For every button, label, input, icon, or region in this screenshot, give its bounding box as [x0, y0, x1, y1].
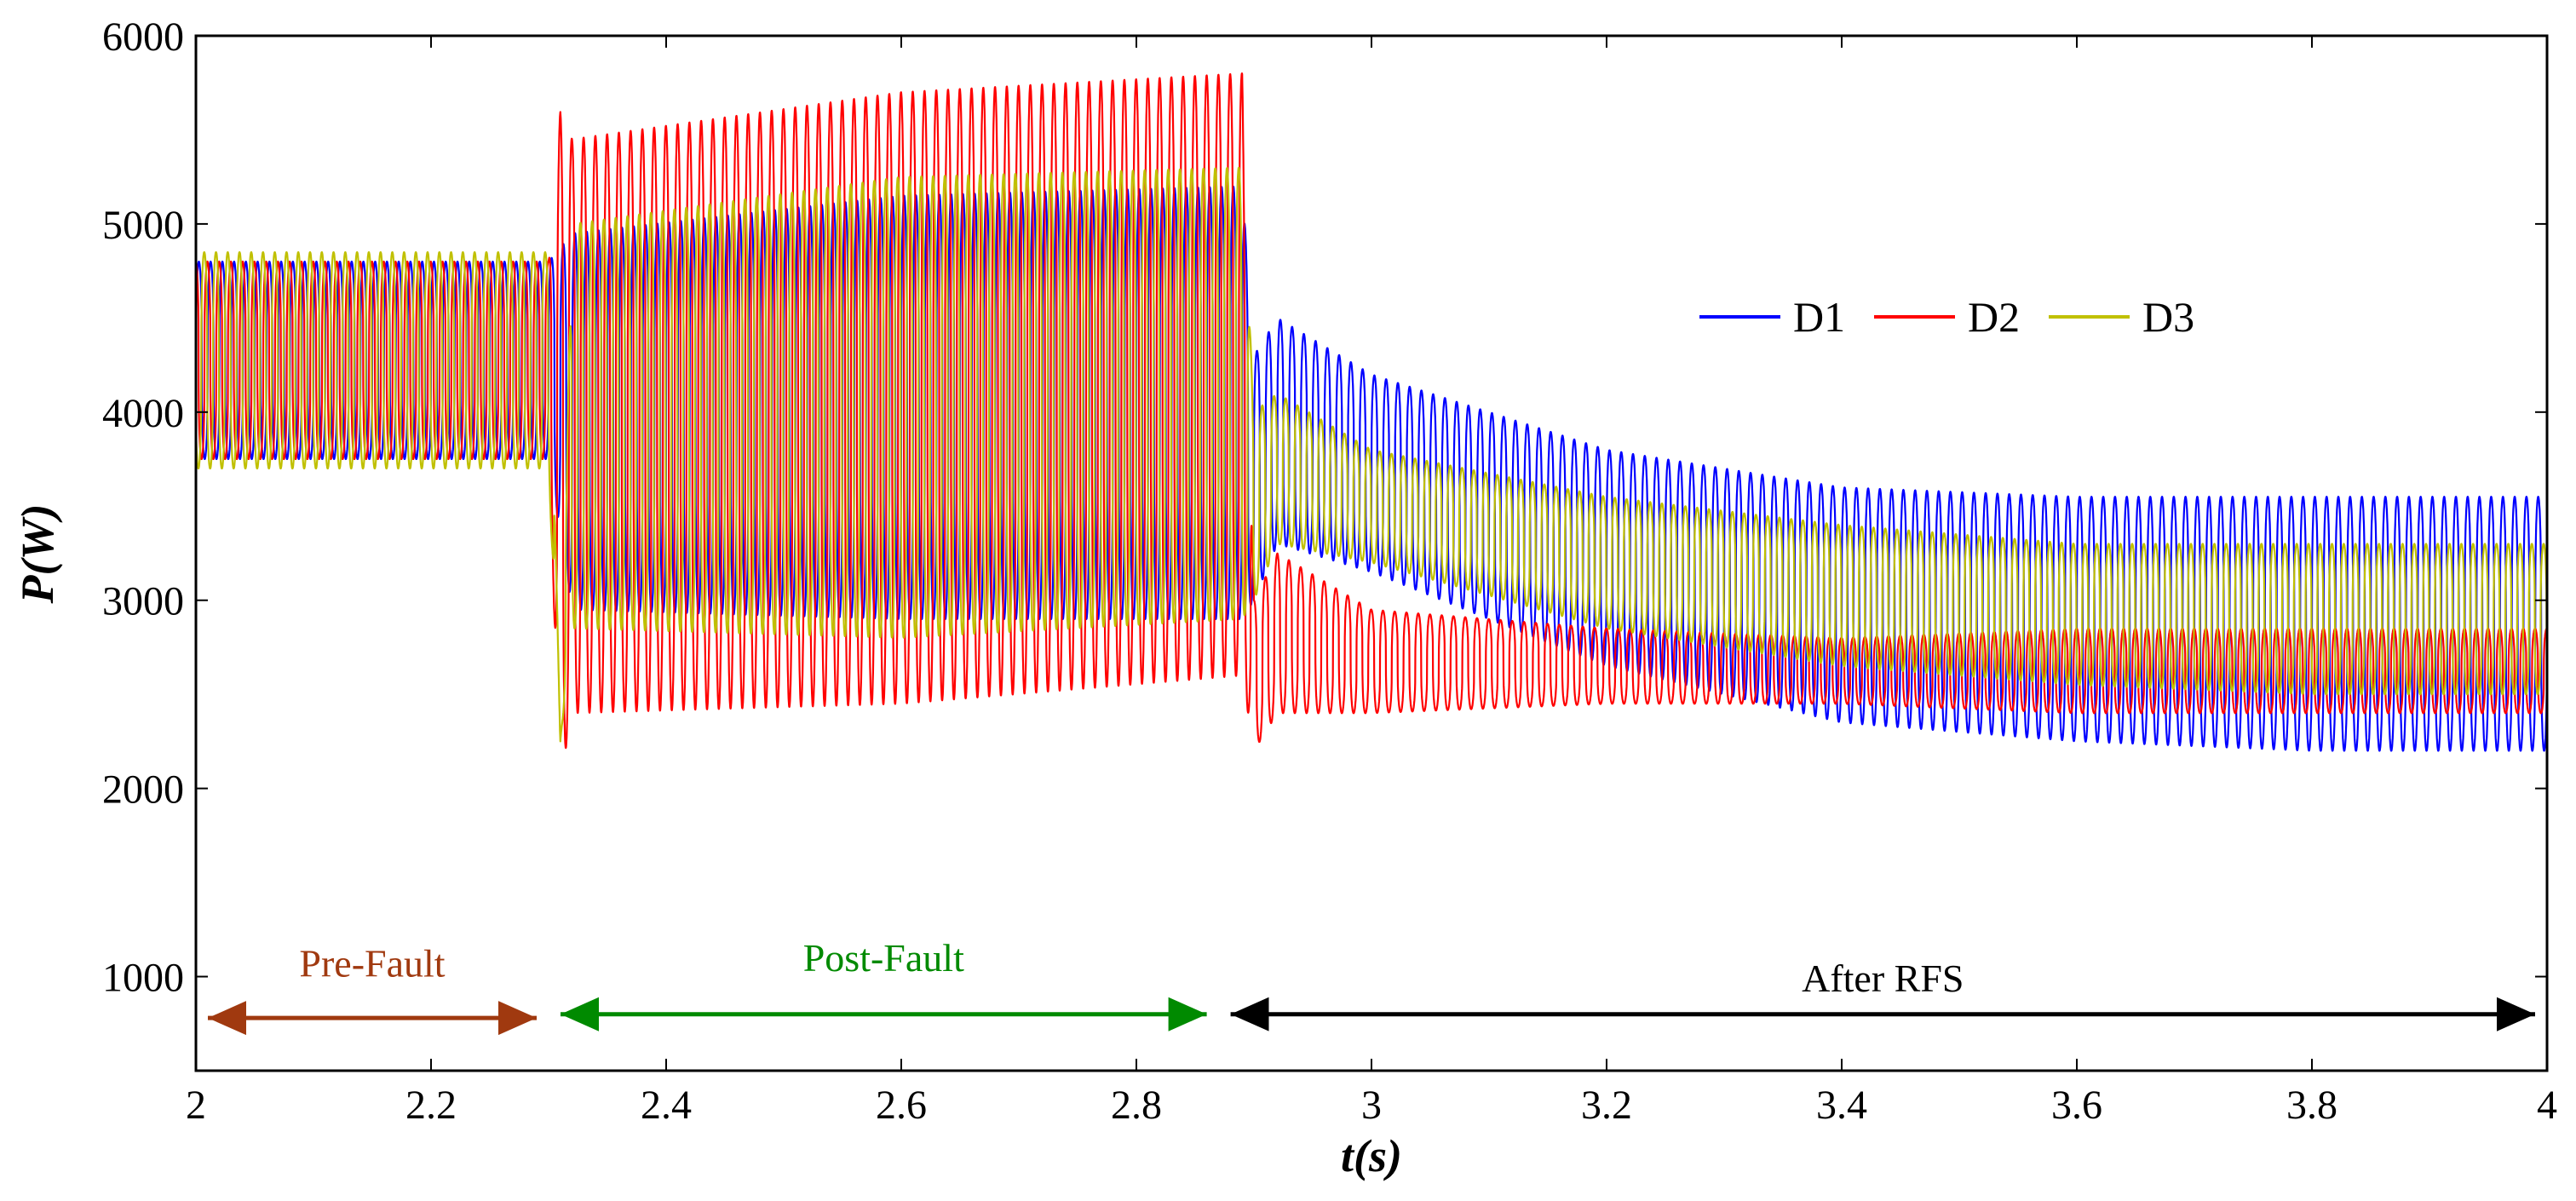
phase-label-1: Post-Fault [803, 936, 964, 980]
axis-layer: 2 2.2 2.4 2.6 2.8 3 3.2 3.4 3.6 3.8 4 1000 2000 3000 4… [102, 14, 2557, 1128]
x-tick-label: 2 [186, 1083, 206, 1128]
legend-label-d2: D2 [1968, 293, 2020, 341]
x-tick-label: 2.8 [1111, 1083, 1162, 1128]
annotation-layer: Pre-Fault Post-Fault After RFS [208, 936, 2535, 1036]
x-tick-label: 2.4 [641, 1083, 692, 1128]
x-tick-label: 2.2 [405, 1083, 457, 1128]
x-tick-label: 3 [1361, 1083, 1382, 1128]
x-tick-label: 3.2 [1581, 1083, 1632, 1128]
series-line-d2 [196, 72, 2547, 750]
y-tick-label: 2000 [102, 767, 184, 813]
x-axis-title: t(s) [1341, 1130, 1402, 1181]
y-tick-label: 5000 [102, 203, 184, 248]
x-tick-label: 4 [2537, 1083, 2557, 1128]
legend-label-d1: D1 [1793, 293, 1845, 341]
y-tick-label: 1000 [102, 956, 184, 1001]
phase-label-0: Pre-Fault [299, 942, 445, 986]
x-tick-label: 3.4 [1816, 1083, 1867, 1128]
y-tick-label: 4000 [102, 391, 184, 436]
y-axis-title: P(W) [12, 504, 63, 605]
legend-label-d3: D3 [2142, 293, 2194, 341]
phase-label-2: After RFS [1802, 957, 1964, 1000]
series-layer [196, 72, 2547, 752]
x-tick-label: 3.6 [2051, 1083, 2102, 1128]
x-tick-label: 2.6 [876, 1083, 927, 1128]
y-tick-label: 3000 [102, 579, 184, 624]
y-tick-label: 6000 [102, 14, 184, 60]
series-line-d3 [196, 166, 2547, 743]
x-tick-label: 3.8 [2286, 1083, 2337, 1128]
legend: D1 D2 D3 [1699, 293, 2194, 341]
